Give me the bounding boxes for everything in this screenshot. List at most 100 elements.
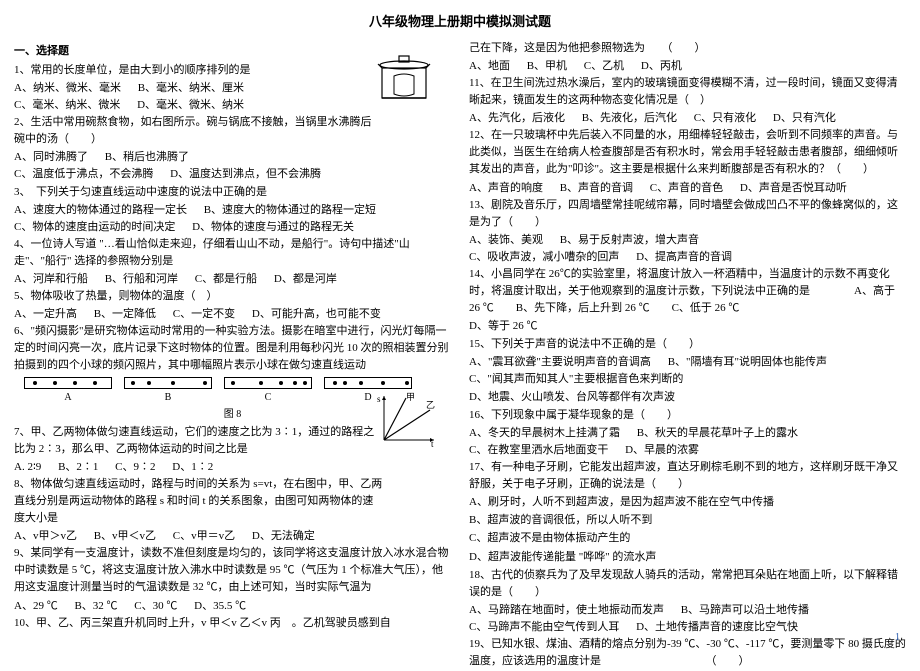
right-column: 己在下降，这是因为他把参照物选为 （ ） A、地面 B、甲机 C、乙机 D、丙机… bbox=[469, 40, 906, 671]
q9-opt-b: B、32 ℃ bbox=[74, 598, 117, 615]
q10-options: A、地面 B、甲机 C、乙机 D、丙机 bbox=[469, 58, 906, 75]
q10-opt-a: A、地面 bbox=[469, 58, 510, 75]
q15-opt-a: A、"震耳欲聋"主要说明声音的音调高 bbox=[469, 354, 651, 371]
question-11: 11、在卫生间洗过热水澡后，室内的玻璃镜面变得模糊不清，过一段时间，镜面又变得清… bbox=[469, 75, 906, 109]
q15-opt-c: C、"闻其声而知其人"主要根据音色来判断的 bbox=[469, 371, 906, 388]
q10-opt-d: D、丙机 bbox=[641, 60, 682, 72]
q13-options: A、装饰、美观 B、易于反射声波，增大声音 bbox=[469, 232, 906, 249]
q18-opt-c: C、马蹄声不能由空气传到人耳 bbox=[469, 619, 619, 636]
svg-text:甲: 甲 bbox=[406, 392, 415, 402]
question-15: 15、下列关于声音的说法中不正确的是（ ） bbox=[469, 336, 906, 353]
q2-opt-b: B、稍后也沸腾了 bbox=[105, 149, 189, 166]
q2-options: A、同时沸腾了 B、稍后也沸腾了 bbox=[14, 149, 451, 166]
q11-opt-b: B、先液化，后汽化 bbox=[582, 110, 677, 127]
q4-options: A、河岸和行船 B、行船和河岸 C、都是行船 D、都是河岸 bbox=[14, 271, 451, 288]
q3-opt-a: A、速度大的物体通过的路程一定长 bbox=[14, 202, 187, 219]
strip-c bbox=[224, 377, 312, 389]
question-13: 13、剧院及音乐厅，四周墙壁常挂呢绒帘幕，同时墙壁会做成凹凸不平的像蜂窝似的，这… bbox=[469, 197, 906, 231]
q2-options-2: C、温度低于沸点，不会沸腾 D、温度达到沸点，但不会沸腾 bbox=[14, 166, 451, 183]
q12-opt-a: A、声音的响度 bbox=[469, 180, 543, 197]
q12-opt-d: D、声音是否悦耳动听 bbox=[740, 182, 847, 194]
q4-opt-b: B、行船和河岸 bbox=[105, 271, 178, 288]
q15-opt-d: D、地震、火山喷发、台风等都伴有次声波 bbox=[469, 389, 906, 406]
question-2: 2、生活中常用碗熬食物，如右图所示。碗与锅底不接触，当锅里水沸腾后碗中的汤（ ） bbox=[14, 114, 451, 148]
st-graph-icon: s t 甲 乙 bbox=[376, 392, 438, 447]
q13-opt-b: B、易于反射声波，增大声音 bbox=[560, 234, 699, 246]
q18-opt-b: B、马蹄声可以沿土地传播 bbox=[681, 604, 809, 616]
question-10: 10、甲、乙、丙三架直升机同时上升，v 甲＜v 乙＜v 丙 。乙机驾驶员感到自 bbox=[14, 615, 451, 632]
question-19: 19、已知水银、煤油、酒精的熔点分别为-39 ℃、-30 ℃、-117 ℃，要测… bbox=[469, 636, 906, 670]
q7-opt-a: A. 2∶9 bbox=[14, 459, 41, 476]
page-number: 1 bbox=[895, 630, 900, 646]
question-5: 5、物体吸收了热量，则物体的温度（ ） bbox=[14, 288, 451, 305]
q12-opt-b: B、声音的音调 bbox=[560, 180, 633, 197]
question-18: 18、古代的侦察兵为了及早发现敌人骑兵的活动，常常把耳朵贴在地面上听，以下解释错… bbox=[469, 567, 906, 601]
q2-opt-a: A、同时沸腾了 bbox=[14, 149, 88, 166]
q17-opt-a: A、刷牙时，人听不到超声波，是因为超声波不能在空气中传播 bbox=[469, 494, 906, 511]
q2-opt-c: C、温度低于沸点，不会沸腾 bbox=[14, 166, 153, 183]
q3-opt-c: C、物体的速度由运动的时间决定 bbox=[14, 219, 175, 236]
q18-row2: C、马蹄声不能由空气传到人耳 D、土地传播声音的速度比空气快 bbox=[469, 619, 906, 636]
q10-opt-c: C、乙机 bbox=[584, 58, 624, 75]
q3-options-2: C、物体的速度由运动的时间决定 D、物体的速度与通过的路程无关 bbox=[14, 219, 451, 236]
question-10-cont: 己在下降，这是因为他把参照物选为 （ ） bbox=[469, 40, 906, 57]
strip-b bbox=[124, 377, 212, 389]
q13-opt-c: C、吸收声波，减小嘈杂的回声 bbox=[469, 249, 619, 266]
q9-opt-c: C、30 ℃ bbox=[134, 598, 177, 615]
q7-opt-c: C、9∶2 bbox=[115, 459, 155, 476]
two-column-layout: 一、选择题 1、常用的长度单位，是由大到小的顺序排列的是 A、纳米、微米、毫米 … bbox=[14, 40, 906, 671]
question-6: 6、"频闪摄影"是研究物体运动时常用的一种实验方法。摄影在暗室中进行，闪光灯每隔… bbox=[14, 323, 451, 374]
q17-opt-b: B、超声波的音调很低，所以人听不到 bbox=[469, 512, 906, 529]
q11-opt-d: D、只有汽化 bbox=[773, 112, 836, 124]
page-title: 八年级物理上册期中模拟测试题 bbox=[14, 12, 906, 32]
q15-row1: A、"震耳欲聋"主要说明声音的音调高 B、"隔墙有耳"说明固体也能传声 bbox=[469, 354, 906, 371]
q17-opt-c: C、超声波不是由物体振动产生的 bbox=[469, 530, 906, 547]
q12-opt-c: C、声音的音色 bbox=[650, 180, 723, 197]
q18-opt-a: A、马蹄踏在地面时，使土地振动而发声 bbox=[469, 602, 664, 619]
q9-options: A、29 ℃ B、32 ℃ C、30 ℃ D、35.5 ℃ bbox=[14, 598, 451, 615]
pot-figure-icon bbox=[374, 48, 434, 108]
q9-opt-a: A、29 ℃ bbox=[14, 598, 58, 615]
q10-opt-b: B、甲机 bbox=[527, 58, 567, 75]
q1-opt-c: C、毫米、纳米、微米 bbox=[14, 97, 120, 114]
q5-opt-b: B、一定降低 bbox=[94, 306, 156, 323]
q12-options: A、声音的响度 B、声音的音调 C、声音的音色 D、声音是否悦耳动听 bbox=[469, 180, 906, 197]
strip-label-c: C bbox=[224, 390, 312, 406]
q1-opt-d: D、毫米、微米、纳米 bbox=[137, 97, 244, 114]
q4-opt-c: C、都是行船 bbox=[195, 271, 257, 288]
strip-a bbox=[24, 377, 112, 389]
question-4: 4、一位诗人写道 "…看山恰似走来迎，仔细看山山不动，是船行"。诗句中描述"山走… bbox=[14, 236, 451, 270]
q11-opt-c: C、只有液化 bbox=[694, 110, 756, 127]
q2-opt-d: D、温度达到沸点，但不会沸腾 bbox=[170, 166, 321, 183]
q7-options: A. 2∶9 B、2∶1 C、9∶2 D、1∶2 bbox=[14, 459, 451, 476]
q8-opt-b: B、v甲＜v乙 bbox=[94, 528, 156, 545]
strip-d bbox=[324, 377, 412, 389]
q8-opt-a: A、v甲＞v乙 bbox=[14, 528, 77, 545]
svg-text:s: s bbox=[377, 394, 381, 404]
q5-opt-a: A、一定升高 bbox=[14, 306, 77, 323]
q9-opt-d: D、35.5 ℃ bbox=[194, 600, 246, 612]
q3-opt-b: B、速度大的物体通过的路程一定短 bbox=[204, 202, 376, 219]
q5-opt-c: C、一定不变 bbox=[173, 306, 235, 323]
question-14: 14、小昌同学在 26℃的实验室里，将温度计放入一杯酒精中，当温度计的示数不再变… bbox=[469, 266, 906, 317]
q13-opt-a: A、装饰、美观 bbox=[469, 232, 543, 249]
q5-options: A、一定升高 B、一定降低 C、一定不变 D、可能升高，也可能不变 bbox=[14, 306, 451, 323]
q18-opt-d: D、土地传播声音的速度比空气快 bbox=[636, 621, 798, 633]
q16-row2: C、在教室里洒水后地面变干 D、早晨的浓雾 bbox=[469, 442, 906, 459]
q11-opt-a: A、先汽化，后液化 bbox=[469, 110, 565, 127]
strip-label-b: B bbox=[124, 390, 212, 406]
question-8: 8、物体做匀速直线运动时，路程与时间的关系为 s=vt，在右图中，甲、乙两直线分… bbox=[14, 476, 451, 527]
q7-opt-b: B、2∶1 bbox=[58, 459, 98, 476]
q15-opt-b: B、"隔墙有耳"说明固体也能传声 bbox=[668, 356, 827, 368]
flash-strips bbox=[24, 377, 451, 389]
q16-row1: A、冬天的早晨树木上挂满了霜 B、秋天的早晨花草叶子上的露水 bbox=[469, 425, 906, 442]
q8-options: A、v甲＞v乙 B、v甲＜v乙 C、v甲＝v乙 D、无法确定 bbox=[14, 528, 451, 545]
strip-label-a: A bbox=[24, 390, 112, 406]
q16-opt-d: D、早晨的浓雾 bbox=[625, 444, 699, 456]
q4-opt-d: D、都是河岸 bbox=[274, 273, 337, 285]
q11-options: A、先汽化，后液化 B、先液化，后汽化 C、只有液化 D、只有汽化 bbox=[469, 110, 906, 127]
q7-opt-d: D、1∶2 bbox=[172, 461, 213, 473]
q18-row1: A、马蹄踏在地面时，使土地振动而发声 B、马蹄声可以沿土地传播 bbox=[469, 602, 906, 619]
question-12: 12、在一只玻璃杯中先后装入不同量的水，用细棒轻轻敲击，会听到不同频率的声音。与… bbox=[469, 127, 906, 178]
q17-opt-d: D、超声波能传递能量 "哗哗" 的流水声 bbox=[469, 549, 906, 566]
